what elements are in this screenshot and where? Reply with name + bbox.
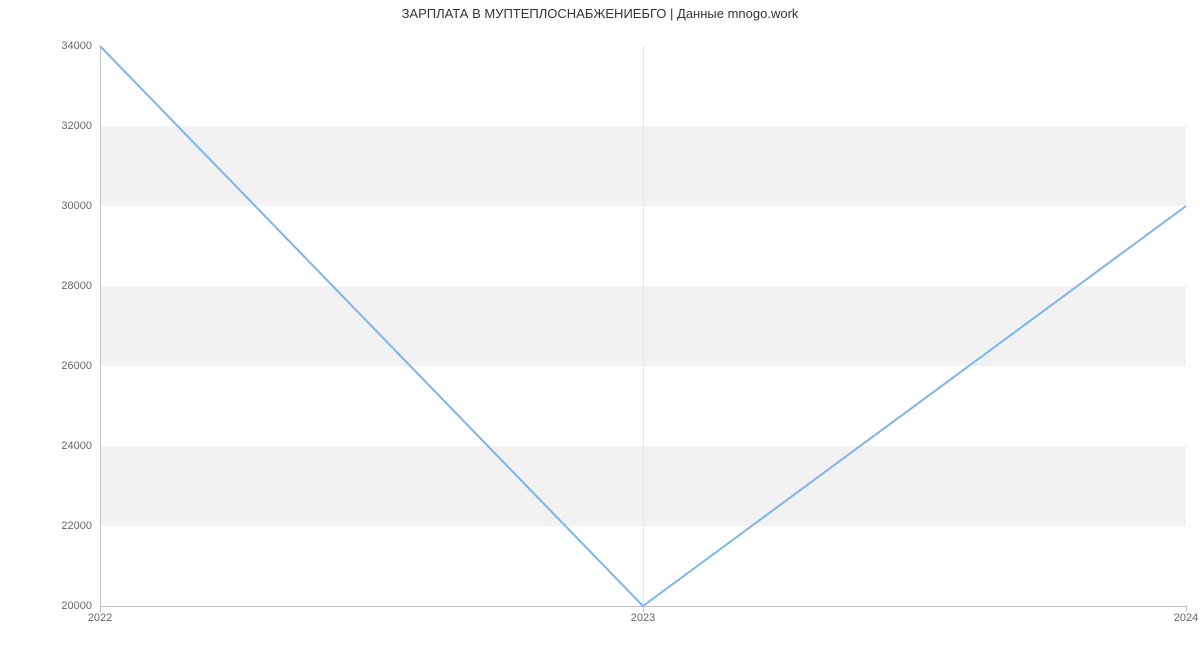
series-line-salary: [100, 46, 1186, 606]
x-axis-tick-label: 2022: [88, 606, 112, 624]
salary-line-chart: ЗАРПЛАТА В МУПТЕПЛОСНАБЖЕНИЕБГО | Данные…: [0, 0, 1200, 650]
y-axis-tick-label: 28000: [61, 280, 100, 292]
x-axis-tick-label: 2023: [631, 606, 655, 624]
y-axis-tick-label: 30000: [61, 200, 100, 212]
y-axis-tick-label: 22000: [61, 520, 100, 532]
y-axis-tick-label: 24000: [61, 440, 100, 452]
line-layer: [100, 46, 1186, 606]
y-axis-tick-label: 32000: [61, 120, 100, 132]
y-axis-tick-label: 26000: [61, 360, 100, 372]
y-axis-tick-label: 34000: [61, 40, 100, 52]
plot-area: 2000022000240002600028000300003200034000…: [100, 46, 1186, 606]
x-axis-tick-label: 2024: [1174, 606, 1198, 624]
chart-title: ЗАРПЛАТА В МУПТЕПЛОСНАБЖЕНИЕБГО | Данные…: [0, 6, 1200, 21]
